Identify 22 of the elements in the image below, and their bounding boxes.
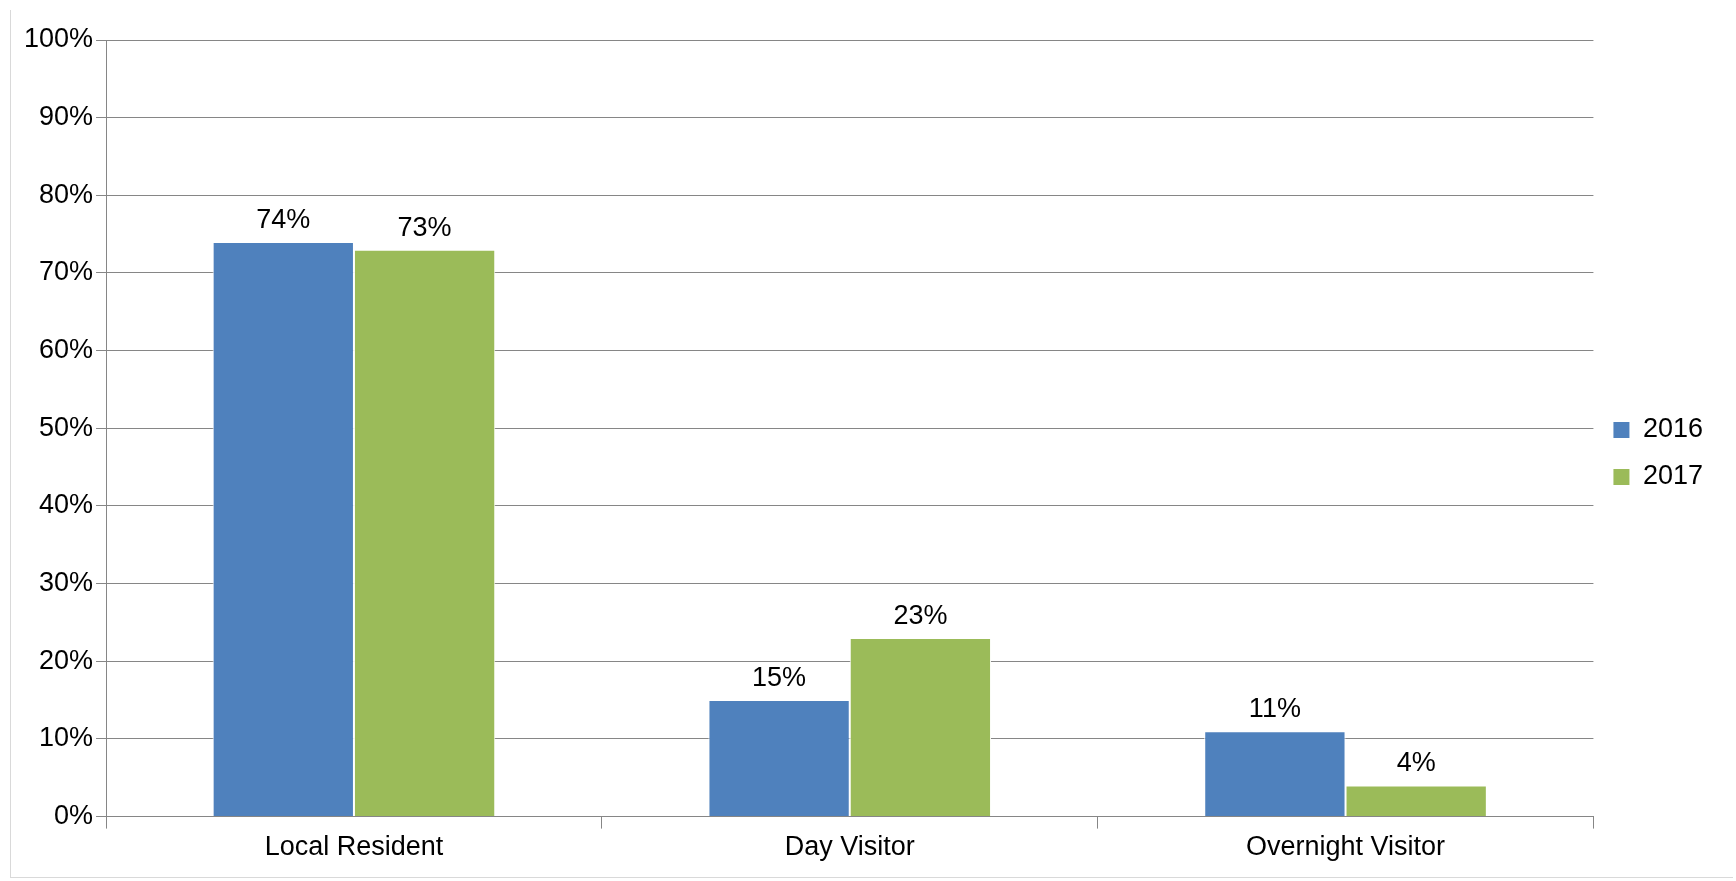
x-tick-label: Local Resident: [264, 831, 444, 862]
y-tick-label: 80%: [39, 178, 94, 209]
y-tick-label: 70%: [39, 256, 94, 287]
y-tick-label: 40%: [39, 489, 94, 520]
y-tick-label: 10%: [39, 722, 94, 753]
legend-label: 2017: [1642, 460, 1704, 491]
data-label: 11%: [1248, 693, 1301, 724]
y-tick-label: 50%: [39, 411, 94, 442]
data-label: 73%: [397, 211, 452, 242]
legend-label: 2016: [1642, 413, 1704, 444]
y-tick-label: 30%: [39, 567, 94, 598]
x-tick-label: Overnight Visitor: [1245, 831, 1446, 862]
data-label: 74%: [256, 203, 311, 234]
y-tick-label: 60%: [39, 334, 94, 365]
y-tick-label: 0%: [54, 800, 94, 831]
y-tick-label: 20%: [39, 644, 94, 675]
data-label: 4%: [1396, 747, 1436, 778]
y-tick-label: 90%: [39, 101, 94, 132]
data-label: 23%: [893, 599, 948, 630]
y-tick-label: 100%: [23, 23, 94, 54]
data-label: 15%: [752, 662, 807, 693]
x-tick-label: Day Visitor: [784, 831, 915, 862]
